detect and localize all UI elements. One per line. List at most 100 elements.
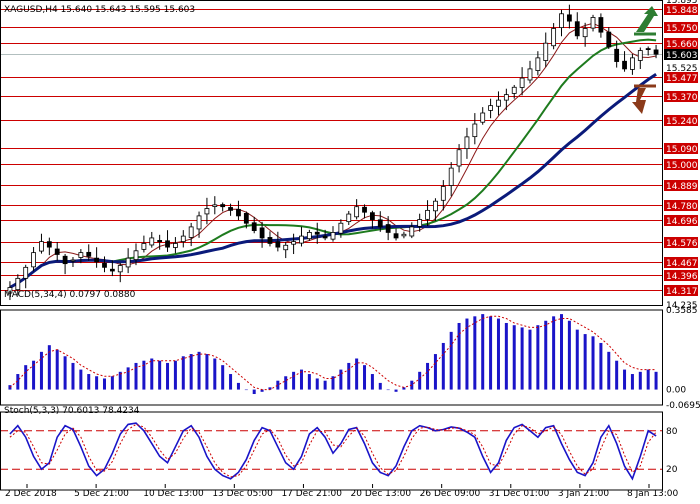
down-trend-arrow-icon bbox=[632, 84, 656, 114]
candle-body bbox=[645, 48, 651, 50]
macd-bar bbox=[418, 371, 422, 390]
macd-bar bbox=[560, 314, 564, 390]
candle-body bbox=[606, 31, 612, 48]
candle-body bbox=[275, 241, 281, 248]
level-label-bg bbox=[664, 38, 698, 49]
x-axis-label: 2 Dec 2018 bbox=[5, 489, 57, 499]
macd-bar bbox=[473, 316, 477, 390]
macd-bar bbox=[102, 378, 106, 390]
macd-bar bbox=[465, 318, 469, 390]
level-label: 14.396 bbox=[666, 272, 698, 282]
macd-bar bbox=[512, 325, 516, 390]
candle-body bbox=[598, 17, 604, 33]
candle-body bbox=[614, 48, 620, 62]
candle-body bbox=[346, 213, 352, 223]
candle-body bbox=[283, 244, 289, 251]
level-label-bg bbox=[664, 115, 698, 126]
level-label: 14.889 bbox=[666, 182, 698, 192]
macd-bar bbox=[489, 316, 493, 390]
ma-mid-line bbox=[9, 38, 657, 289]
candle-body bbox=[94, 257, 100, 263]
macd-layer bbox=[8, 314, 658, 395]
candle-body bbox=[480, 112, 486, 123]
macd-bar bbox=[39, 351, 43, 390]
level-label: 15.848 bbox=[666, 6, 698, 16]
candle-body bbox=[543, 42, 549, 61]
symbol-info: XAGUSD,H4 15.640 15.643 15.595 15.603 bbox=[4, 5, 195, 15]
moving-averages-layer bbox=[9, 22, 657, 289]
candle-body bbox=[527, 68, 533, 81]
level-label: 14.576 bbox=[666, 239, 698, 249]
macd-axis-tick: -0.0695 bbox=[666, 401, 700, 411]
candles-layer bbox=[7, 4, 659, 301]
macd-signal-line bbox=[9, 315, 657, 391]
macd-bar bbox=[150, 358, 154, 390]
candle-body bbox=[503, 94, 509, 101]
macd-bar bbox=[189, 354, 193, 390]
candle-body bbox=[322, 235, 328, 239]
macd-bar bbox=[378, 382, 382, 390]
stochastic-layer bbox=[0, 422, 663, 481]
candle-body bbox=[566, 14, 572, 22]
macd-bar bbox=[134, 362, 138, 390]
candle-body bbox=[630, 57, 635, 70]
x-axis-label: 13 Dec 05:00 bbox=[212, 489, 273, 499]
candle-body bbox=[173, 243, 178, 248]
candle-body bbox=[551, 28, 557, 47]
level-label: 14.317 bbox=[666, 287, 698, 297]
macd-bar bbox=[118, 371, 122, 390]
candle-body bbox=[196, 215, 202, 230]
macd-bar bbox=[386, 389, 390, 391]
level-label: 15.750 bbox=[666, 24, 698, 34]
candle-body bbox=[590, 17, 596, 29]
macd-bar bbox=[433, 354, 437, 390]
price-axis-tick: 15.525 bbox=[666, 64, 698, 74]
candle-body bbox=[39, 241, 44, 252]
candle-body bbox=[31, 252, 36, 268]
macd-bar bbox=[142, 360, 146, 390]
candle-body bbox=[369, 212, 375, 220]
macd-bar bbox=[638, 371, 642, 390]
macd-bar bbox=[347, 362, 351, 390]
macd-bar bbox=[323, 380, 327, 390]
macd-bar bbox=[481, 314, 485, 390]
macd-bar bbox=[213, 358, 217, 390]
level-label-bg bbox=[664, 159, 698, 170]
candle-body bbox=[637, 50, 643, 61]
stoch-signal-line bbox=[9, 423, 657, 478]
macd-bar bbox=[205, 354, 209, 390]
ma-fast-line bbox=[9, 22, 657, 288]
stoch-main-line bbox=[9, 422, 657, 481]
candle-body bbox=[440, 186, 446, 201]
candle-body bbox=[401, 233, 407, 237]
macd-bar bbox=[394, 389, 398, 392]
macd-bar bbox=[299, 369, 303, 390]
candle-body bbox=[236, 208, 241, 217]
macd-bar bbox=[79, 369, 83, 390]
candle-body bbox=[165, 240, 170, 248]
macd-bar bbox=[292, 371, 296, 390]
macd-bar bbox=[457, 322, 461, 390]
macd-bar bbox=[229, 374, 233, 390]
candle-body bbox=[306, 232, 312, 240]
level-label-bg bbox=[664, 257, 698, 268]
macd-bar bbox=[591, 336, 595, 390]
candle-body bbox=[582, 28, 588, 38]
macd-panel-frame bbox=[0, 309, 663, 406]
macd-bar bbox=[583, 334, 587, 390]
candle-body bbox=[472, 123, 478, 138]
macd-bar bbox=[544, 320, 548, 390]
macd-bar bbox=[567, 320, 571, 390]
macd-bar bbox=[236, 382, 240, 390]
candle-body bbox=[180, 235, 186, 242]
candle-body bbox=[559, 13, 564, 29]
macd-bar bbox=[221, 365, 225, 390]
macd-bar bbox=[181, 356, 185, 390]
macd-bar bbox=[615, 360, 619, 390]
macd-bar bbox=[575, 329, 579, 390]
level-label-bg bbox=[664, 270, 698, 281]
candle-body bbox=[425, 209, 430, 220]
candle-body bbox=[78, 252, 84, 258]
